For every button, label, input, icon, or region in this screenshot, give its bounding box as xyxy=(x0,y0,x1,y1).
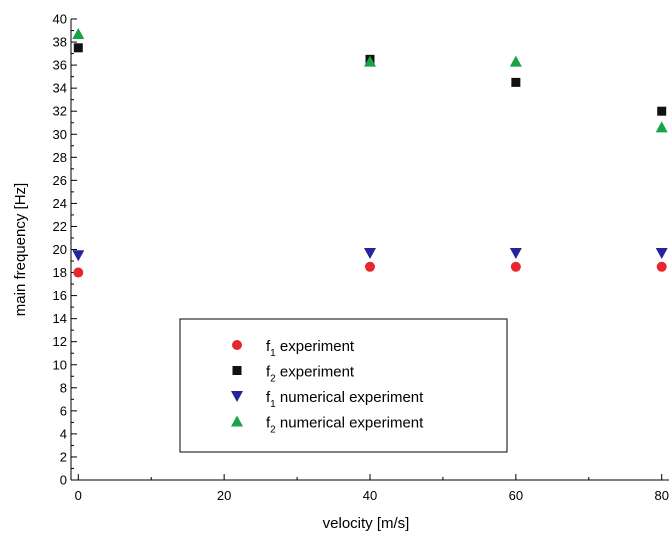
x-tick-label: 40 xyxy=(363,488,377,503)
data-point xyxy=(509,55,522,67)
data-point xyxy=(72,27,85,39)
legend-label: f2 experiment xyxy=(266,364,355,385)
legend-entry: f1 experiment xyxy=(232,338,355,359)
legend-label: f1 experiment xyxy=(266,338,355,359)
y-tick-label: 10 xyxy=(53,357,67,372)
x-tick-label: 80 xyxy=(654,488,668,503)
y-tick-label: 2 xyxy=(60,449,67,464)
data-point xyxy=(657,106,667,116)
y-tick-label: 24 xyxy=(53,196,67,211)
data-point xyxy=(510,261,521,272)
legend-entry: f2 numerical experiment xyxy=(231,415,424,436)
y-tick-label: 20 xyxy=(53,242,67,257)
legend-entry: f1 numerical experiment xyxy=(231,389,424,410)
legend-entry: f2 experiment xyxy=(232,364,355,385)
legend-marker xyxy=(231,415,243,427)
series-2 xyxy=(73,43,667,116)
data-point xyxy=(655,121,668,133)
data-point xyxy=(655,247,668,259)
y-tick-label: 38 xyxy=(53,35,67,50)
y-tick-label: 8 xyxy=(60,380,67,395)
x-tick-label: 60 xyxy=(509,488,523,503)
series-3 xyxy=(72,247,668,262)
legend-marker xyxy=(232,340,242,350)
data-point xyxy=(509,247,522,259)
y-axis-title: main frequency [Hz] xyxy=(12,183,29,316)
data-point xyxy=(511,77,521,87)
y-tick-label: 30 xyxy=(53,127,67,142)
y-tick-label: 26 xyxy=(53,173,67,188)
y-tick-label: 34 xyxy=(53,81,67,96)
series-1 xyxy=(73,261,667,278)
legend: f1 experiment f2 experiment f1 numerical e… xyxy=(179,318,508,453)
y-tick-label: 18 xyxy=(53,265,67,280)
y-tick-label: 28 xyxy=(53,150,67,165)
x-axis-title: velocity [m/s] xyxy=(323,515,410,532)
legend-marker xyxy=(231,391,243,402)
x-tick-label: 0 xyxy=(75,488,82,503)
data-point xyxy=(73,43,83,53)
y-tick-label: 14 xyxy=(53,311,67,326)
y-tick-label: 36 xyxy=(53,58,67,73)
y-tick-label: 4 xyxy=(60,426,67,441)
legend-label: f1 numerical experiment xyxy=(266,389,424,410)
y-tick-label: 22 xyxy=(53,219,67,234)
data-point xyxy=(364,55,376,67)
data-point xyxy=(72,250,85,262)
series-4 xyxy=(72,27,668,133)
data-point xyxy=(365,261,375,272)
data-point xyxy=(656,261,667,272)
y-tick-label: 12 xyxy=(53,334,67,349)
x-axis-ticks: 0 20 40 60 80 xyxy=(75,474,669,503)
y-tick-label: 0 xyxy=(60,473,67,488)
data-point xyxy=(364,247,376,259)
data-point xyxy=(73,267,84,278)
y-tick-label: 32 xyxy=(53,104,67,119)
y-tick-label: 40 xyxy=(53,12,67,27)
legend-label: f2 numerical experiment xyxy=(266,415,424,436)
legend-marker xyxy=(232,366,242,375)
data-points xyxy=(72,27,668,278)
x-tick-label: 20 xyxy=(217,488,231,503)
y-tick-label: 6 xyxy=(60,403,67,418)
y-tick-label: 16 xyxy=(53,288,67,303)
